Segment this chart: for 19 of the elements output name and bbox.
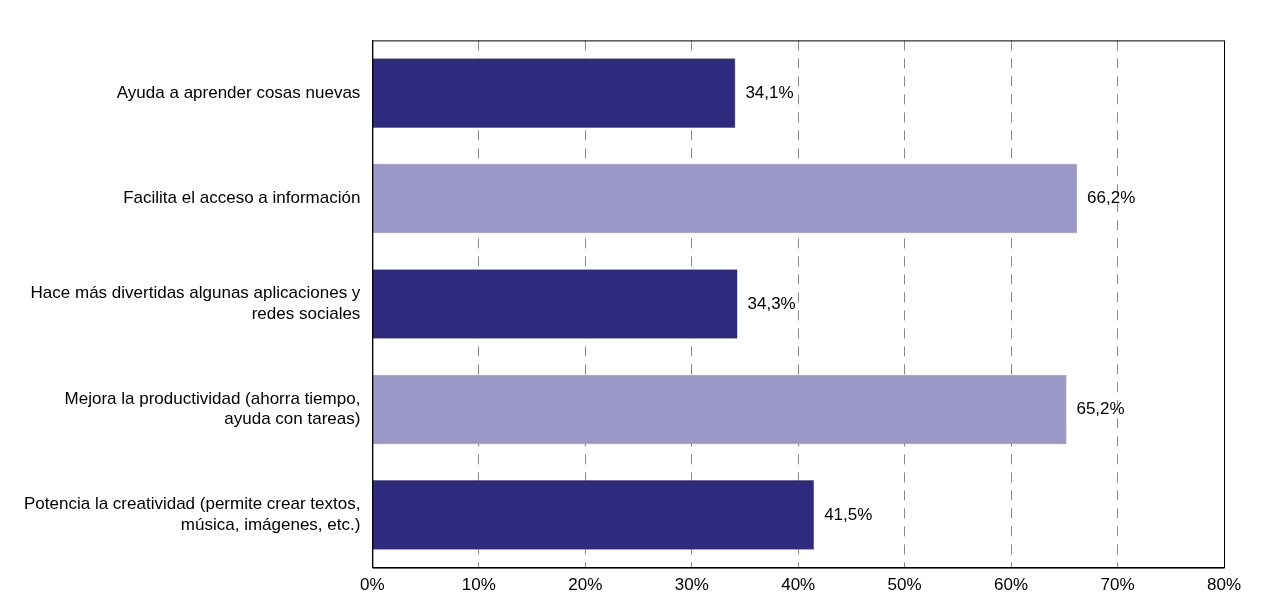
y-tick-label: Hace más divertidas algunas aplicaciones y redes sociales	[30, 283, 361, 323]
x-tick-label: 50%	[887, 575, 922, 595]
y-tick-label: Mejora la productividad (ahorra tiempo, ayuda con tareas)	[64, 388, 361, 429]
x-tick-label: 20%	[568, 575, 603, 595]
data-label: 34,1%	[745, 82, 794, 102]
y-tick-label: Facilita el acceso a información	[123, 188, 361, 208]
data-label: 66,2%	[1087, 188, 1136, 208]
x-tick-label: 0%	[360, 575, 385, 595]
data-label: 34,3%	[747, 293, 796, 313]
data-label: 65,2%	[1076, 399, 1125, 419]
y-tick-label: Potencia la creatividad (permite crear textos, música, imágenes, etc.)	[24, 494, 361, 534]
x-tick-label: 30%	[674, 575, 709, 595]
data-label: 41,5%	[824, 504, 873, 524]
x-tick-label: 60%	[994, 575, 1029, 595]
x-tick-label: 10%	[461, 575, 496, 595]
y-tick-label: Ayuda a aprender cosas nuevas	[116, 82, 361, 102]
x-tick-label: 70%	[1100, 575, 1135, 595]
x-tick-label: 40%	[781, 575, 816, 595]
x-tick-label: 80%	[1206, 575, 1242, 595]
